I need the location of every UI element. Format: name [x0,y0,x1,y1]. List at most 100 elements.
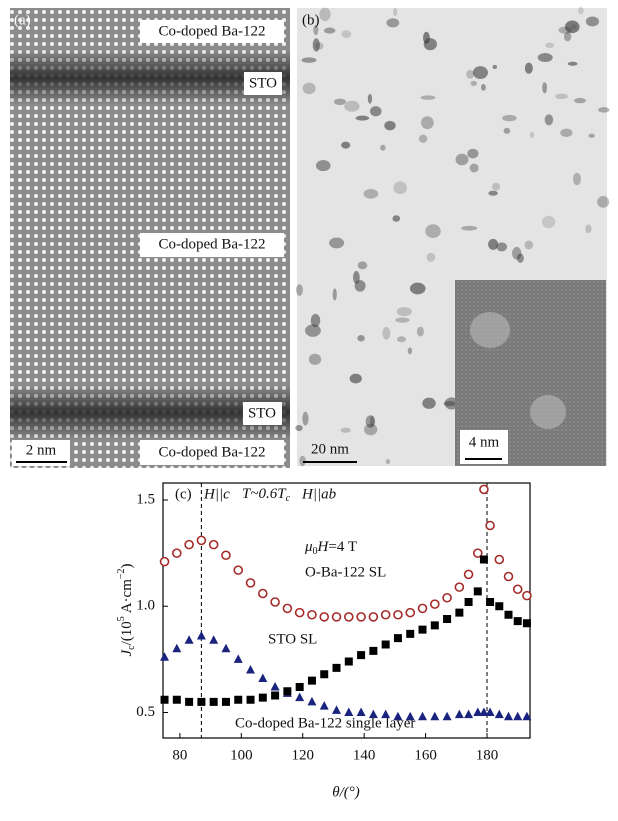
data-point [295,692,305,702]
data-point [473,707,483,716]
data-point [159,556,170,567]
layer-label: STO [248,405,276,421]
precipitate [382,326,391,340]
data-point [513,711,523,721]
precipitate [469,163,479,173]
data-point [442,711,452,721]
layer-label: Co-doped Ba-122 [158,444,265,460]
data-point [270,682,280,691]
precipitate [558,26,572,34]
precipitate [409,282,426,295]
unit: A·cm [119,579,135,616]
data-point [209,697,218,706]
scale-bar-label: 20 nm [311,441,349,457]
precipitate [555,93,568,100]
precipitate [502,114,517,122]
precipitate [503,127,511,134]
precipitate [585,16,599,27]
data-point [258,693,267,702]
precipitate [301,57,317,63]
precipitate [572,172,581,186]
data-point [455,608,464,617]
mu-subscript: 0 [313,546,318,557]
data-point [295,683,304,691]
data-point [208,539,219,550]
data-point [307,696,317,706]
precipitate [524,62,533,74]
data-point [494,554,505,565]
x-tick-label: 140 [353,747,376,763]
y-axis-label: Jc/(105 A·cm−2) [116,563,137,656]
precipitate [357,261,368,270]
data-point [344,707,354,716]
data-point [319,701,329,710]
layer-label: STO [249,75,277,91]
data-point [357,651,366,660]
data-point [417,603,428,614]
precipitate [340,427,351,433]
j: J [119,649,135,657]
sto-band [10,50,290,105]
data-point [463,569,474,580]
data-point [332,705,342,714]
data-point [522,711,532,721]
data-point [172,695,181,704]
data-point [430,711,440,721]
y-tick-label: 0.5 [136,704,155,720]
y-tick-label: 1.5 [136,491,155,507]
precipitate [396,307,412,317]
precipitate [420,95,436,100]
x-tick-label: 80 [172,747,187,763]
superscript: −2 [116,568,127,579]
panel-b: (b) 20 nm 4 nm [295,6,610,467]
j-subscript: c [126,645,137,650]
data-point [221,550,231,561]
precipitate [370,106,382,117]
panel-a: (a) Co-doped Ba-122 STO Co-doped Ba-122 … [10,8,290,468]
precipitate [341,141,351,149]
data-point [393,634,402,643]
data-point [479,555,488,564]
data-point [494,709,504,719]
precipitate [541,215,556,229]
precipitate [597,195,610,208]
precipitate [461,225,478,231]
field-value: μ0H=4 T [304,539,357,557]
data-point [184,635,194,644]
x-tick-label: 160 [414,747,437,763]
precipitate [364,423,378,436]
scale-bar-label: 4 nm [469,434,500,450]
precipitate [295,424,303,432]
data-point [332,663,341,672]
label-box [140,233,284,257]
superscript: 5 [116,616,127,621]
precipitate [588,133,595,138]
data-point [270,597,280,607]
precipitate [537,53,553,63]
precipitate [422,397,436,409]
data-point [418,625,427,634]
panel-label: (a) [14,12,31,28]
data-point [234,695,243,704]
precipitate [305,324,321,337]
data-point [405,607,416,618]
data-point [443,615,452,623]
data-point [430,621,439,630]
precipitate [560,128,573,138]
data-point [486,598,495,606]
x-tick-label: 100 [230,747,253,763]
x-tick-label: 180 [476,747,499,763]
data-point [454,582,465,592]
precipitate [302,82,316,95]
data-point [522,590,532,601]
data-point [504,610,513,619]
precipitate [564,20,580,34]
data-point [454,709,464,719]
data-point [196,535,207,546]
data-point [479,484,489,495]
data-point [197,697,206,706]
precipitate [349,373,362,384]
field-annotation: H||ab [301,486,337,502]
h: H [317,539,330,555]
label-box [243,402,282,425]
